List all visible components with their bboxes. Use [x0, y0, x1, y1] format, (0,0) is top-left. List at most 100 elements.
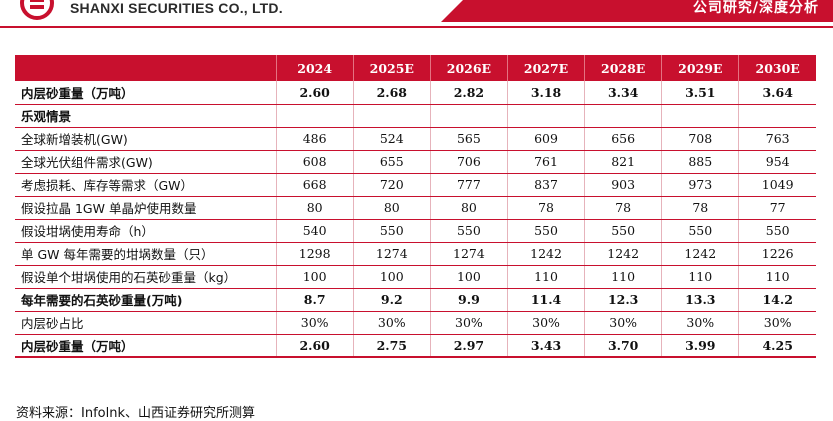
table-row: 单 GW 每年需要的坩埚数量（只） 1298 1274 1274 1242 1242 124…	[15, 242, 816, 266]
table-header-corner	[15, 55, 277, 81]
table-cell: 3.43	[506, 334, 585, 358]
table-cell	[584, 104, 662, 128]
table-cell: 2.75	[352, 334, 431, 358]
table-cell: 11.4	[506, 288, 585, 312]
table-row: 内层砂重量（万吨） 2.60 2.75 2.97 3.43 3.70 3.99 4.25	[15, 334, 816, 358]
table-cell: 550	[352, 219, 431, 243]
column-header-year: 2024	[275, 55, 354, 81]
row-label: 全球光伏组件需求(GW)	[15, 150, 277, 174]
table-header-row: 2024 2025E 2026E 2027E 2028E 2029E 2030E	[15, 55, 816, 81]
table-cell: 80	[352, 196, 431, 220]
table-cell: 1242	[661, 242, 739, 266]
table-cell: 1274	[352, 242, 431, 266]
table-cell	[352, 104, 431, 128]
table-cell: 30%	[738, 311, 816, 335]
table-cell: 80	[429, 196, 508, 220]
table-cell: 1298	[275, 242, 354, 266]
row-label: 内层砂占比	[15, 311, 277, 335]
report-category-tag: 公司研究/深度分析	[692, 0, 819, 16]
table-cell: 110	[506, 265, 585, 289]
table-cell: 2.82	[429, 81, 508, 105]
table-cell: 77	[738, 196, 816, 220]
table-cell: 30%	[352, 311, 431, 335]
table-cell: 110	[584, 265, 662, 289]
table-cell: 550	[506, 219, 585, 243]
table-cell: 3.70	[584, 334, 662, 358]
column-header-year: 2030E	[738, 55, 816, 81]
table-cell: 9.9	[429, 288, 508, 312]
table-cell: 3.34	[584, 81, 662, 105]
table-cell: 3.99	[661, 334, 739, 358]
table-row: 假设坩埚使用寿命（h） 540 550 550 550 550 550 550	[15, 219, 816, 243]
table-body: 内层砂重量（万吨） 2.60 2.68 2.82 3.18 3.34 3.51 3.64 乐观情…	[15, 81, 816, 358]
company-name: SHANXI SECURITIES CO., LTD.	[70, 0, 283, 16]
table-cell: 550	[738, 219, 816, 243]
table-cell: 668	[275, 173, 354, 197]
table-cell: 761	[506, 150, 585, 174]
column-header-year: 2029E	[661, 55, 739, 81]
source-note: 资料来源：Infolnk、山西证券研究所测算	[16, 406, 255, 421]
table-cell: 1049	[738, 173, 816, 197]
table-cell: 777	[429, 173, 508, 197]
table-cell: 78	[661, 196, 739, 220]
table-cell: 708	[661, 127, 739, 151]
row-label: 考虑损耗、库存等需求（GW）	[15, 173, 277, 197]
column-header-year: 2025E	[352, 55, 431, 81]
table-cell: 14.2	[738, 288, 816, 312]
row-label: 假设单个坩埚使用的石英砂重量（kg）	[15, 265, 277, 289]
table-cell: 609	[506, 127, 585, 151]
table-cell: 2.97	[429, 334, 508, 358]
table-cell: 100	[429, 265, 508, 289]
table-cell: 550	[429, 219, 508, 243]
page-header: SHANXI SECURITIES CO., LTD. 公司研究/深度分析	[0, 0, 833, 36]
table-cell: 8.7	[275, 288, 354, 312]
table-cell: 720	[352, 173, 431, 197]
row-label: 乐观情景	[15, 104, 277, 128]
table-cell: 550	[584, 219, 662, 243]
row-label: 单 GW 每年需要的坩埚数量（只）	[15, 242, 277, 266]
table-cell: 540	[275, 219, 354, 243]
company-logo-icon	[20, 0, 54, 20]
column-header-year: 2027E	[506, 55, 585, 81]
table-cell: 30%	[506, 311, 585, 335]
table-cell: 565	[429, 127, 508, 151]
table-cell: 763	[738, 127, 816, 151]
table-cell: 3.18	[506, 81, 585, 105]
row-label: 假设拉晶 1GW 单晶炉使用数量	[15, 196, 277, 220]
table-cell: 656	[584, 127, 662, 151]
table-cell	[275, 104, 354, 128]
table-row: 每年需要的石英砂重量(万吨) 8.7 9.2 9.9 11.4 12.3 13.3 14.2	[15, 288, 816, 312]
table-cell: 837	[506, 173, 585, 197]
table-cell: 2.60	[275, 81, 354, 105]
table-cell	[661, 104, 739, 128]
table-cell: 30%	[661, 311, 739, 335]
table-cell: 1274	[429, 242, 508, 266]
table-row: 内层砂占比 30% 30% 30% 30% 30% 30% 30%	[15, 311, 816, 335]
header-divider	[0, 26, 833, 28]
table-cell: 655	[352, 150, 431, 174]
table-cell: 30%	[429, 311, 508, 335]
table-cell: 30%	[275, 311, 354, 335]
table-cell: 12.3	[584, 288, 662, 312]
table-cell: 903	[584, 173, 662, 197]
table-cell: 954	[738, 150, 816, 174]
table-row: 全球光伏组件需求(GW) 608 655 706 761 821 885 954	[15, 150, 816, 174]
table-cell: 821	[584, 150, 662, 174]
column-header-year: 2026E	[429, 55, 508, 81]
table-row: 全球新增装机(GW) 486 524 565 609 656 708 763	[15, 127, 816, 151]
row-label: 全球新增装机(GW)	[15, 127, 277, 151]
table-cell: 524	[352, 127, 431, 151]
table-cell: 1242	[584, 242, 662, 266]
table-cell: 9.2	[352, 288, 431, 312]
table-cell: 706	[429, 150, 508, 174]
table-cell: 608	[275, 150, 354, 174]
row-label: 内层砂重量（万吨）	[15, 334, 277, 358]
table-cell: 13.3	[661, 288, 739, 312]
table-cell: 486	[275, 127, 354, 151]
table-cell	[506, 104, 585, 128]
table-row: 假设拉晶 1GW 单晶炉使用数量 80 80 80 78 78 78 77	[15, 196, 816, 220]
table-cell: 4.25	[738, 334, 816, 358]
table-cell: 78	[584, 196, 662, 220]
table-section-row: 乐观情景	[15, 104, 816, 128]
table-cell: 110	[661, 265, 739, 289]
